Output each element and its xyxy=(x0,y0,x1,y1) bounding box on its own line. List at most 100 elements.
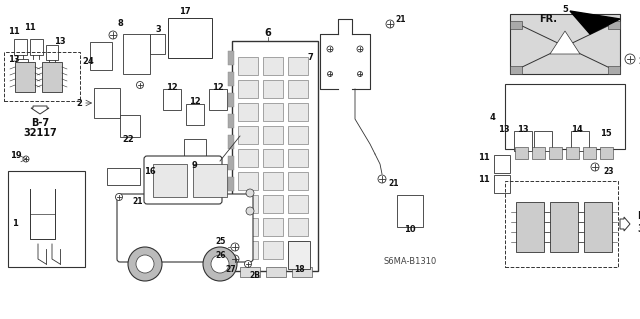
Circle shape xyxy=(23,156,29,162)
Bar xyxy=(168,18,212,58)
Bar xyxy=(4,52,80,101)
Bar xyxy=(238,57,258,75)
Circle shape xyxy=(136,255,154,273)
Bar xyxy=(263,103,283,121)
Text: 15: 15 xyxy=(600,130,612,138)
Text: 1: 1 xyxy=(12,219,18,227)
Bar xyxy=(263,149,283,167)
Text: 12: 12 xyxy=(212,83,224,92)
Circle shape xyxy=(591,163,599,171)
Bar xyxy=(94,88,120,118)
Bar xyxy=(15,62,35,92)
Text: 13: 13 xyxy=(8,56,20,64)
Bar xyxy=(193,164,227,197)
Bar xyxy=(186,103,204,124)
Circle shape xyxy=(211,255,229,273)
Bar xyxy=(238,149,258,167)
Bar xyxy=(238,103,258,121)
Text: 26: 26 xyxy=(216,251,226,261)
Bar xyxy=(549,147,562,159)
Bar xyxy=(228,198,234,212)
Bar xyxy=(16,58,28,73)
Bar xyxy=(46,44,58,60)
Bar xyxy=(288,241,310,269)
Bar xyxy=(288,126,308,144)
FancyBboxPatch shape xyxy=(117,194,253,262)
Bar xyxy=(600,147,613,159)
Bar xyxy=(510,21,522,29)
Bar xyxy=(566,147,579,159)
Bar xyxy=(238,218,258,236)
Bar xyxy=(228,72,234,86)
Text: 13: 13 xyxy=(499,124,510,133)
Text: 10: 10 xyxy=(404,225,416,234)
Circle shape xyxy=(246,207,254,215)
Text: B-7: B-7 xyxy=(31,118,49,128)
Bar xyxy=(228,177,234,191)
Text: 11: 11 xyxy=(478,174,490,183)
Bar xyxy=(184,139,206,163)
Text: 7: 7 xyxy=(307,53,313,62)
Bar xyxy=(263,195,283,213)
Text: 21: 21 xyxy=(388,179,399,188)
Circle shape xyxy=(109,31,117,39)
Bar xyxy=(494,155,510,173)
Bar xyxy=(514,131,532,151)
Bar xyxy=(288,80,308,98)
Text: 6: 6 xyxy=(264,28,271,38)
Bar xyxy=(532,147,545,159)
Circle shape xyxy=(328,71,333,77)
Circle shape xyxy=(231,243,239,251)
Text: 12: 12 xyxy=(189,98,201,107)
Polygon shape xyxy=(550,31,580,54)
Circle shape xyxy=(327,46,333,52)
Text: 12: 12 xyxy=(166,83,178,92)
Bar xyxy=(209,88,227,109)
Bar xyxy=(510,66,522,74)
Text: 11: 11 xyxy=(24,24,36,33)
Bar xyxy=(583,147,596,159)
Bar xyxy=(288,57,308,75)
Circle shape xyxy=(378,175,386,183)
Text: 13: 13 xyxy=(54,38,66,47)
Text: 20: 20 xyxy=(638,56,640,65)
Text: 24: 24 xyxy=(82,56,94,65)
Text: 11: 11 xyxy=(478,152,490,161)
Polygon shape xyxy=(570,11,620,34)
Bar xyxy=(571,131,589,151)
Circle shape xyxy=(128,247,162,281)
Bar xyxy=(238,241,258,259)
Bar xyxy=(107,168,140,185)
Bar xyxy=(288,103,308,121)
Bar xyxy=(515,147,528,159)
Bar xyxy=(534,131,552,151)
Bar xyxy=(263,241,283,259)
Bar xyxy=(263,80,283,98)
Circle shape xyxy=(246,189,254,197)
Bar xyxy=(266,267,286,277)
Bar xyxy=(584,202,612,252)
Circle shape xyxy=(358,71,362,77)
Circle shape xyxy=(203,247,237,281)
Text: 13: 13 xyxy=(517,124,529,133)
Text: 23: 23 xyxy=(603,167,614,175)
Bar xyxy=(516,202,544,252)
Text: 9: 9 xyxy=(192,161,198,170)
Bar xyxy=(288,218,308,236)
Bar xyxy=(228,93,234,107)
Text: FR.: FR. xyxy=(539,14,557,24)
Circle shape xyxy=(244,261,252,268)
Circle shape xyxy=(357,46,363,52)
Bar xyxy=(288,241,308,259)
Circle shape xyxy=(231,255,239,263)
Bar xyxy=(238,195,258,213)
Bar xyxy=(288,195,308,213)
Text: 5: 5 xyxy=(562,4,568,13)
Text: 2: 2 xyxy=(76,99,82,108)
Text: 17: 17 xyxy=(179,8,191,17)
Bar xyxy=(123,34,150,74)
Bar xyxy=(288,149,308,167)
Bar xyxy=(263,57,283,75)
Circle shape xyxy=(386,20,394,28)
Bar xyxy=(13,39,26,55)
